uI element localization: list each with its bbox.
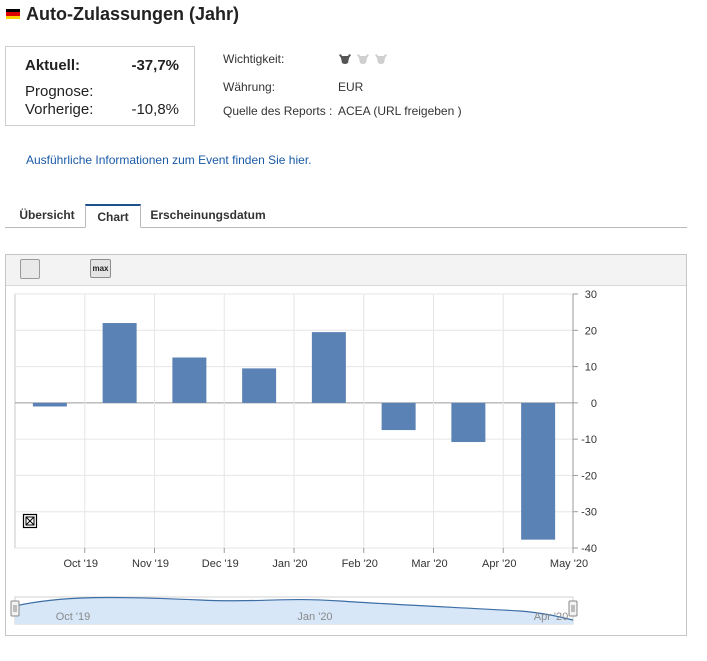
bar[interactable] <box>242 368 277 403</box>
chart-container <box>5 254 687 636</box>
bull-icons <box>339 54 387 64</box>
y-tick-label: 20 <box>585 325 597 337</box>
tab-overview[interactable]: Übersicht <box>19 208 75 222</box>
y-axis: 30 20 10 0 -10 -20 -30 -40 <box>572 289 597 555</box>
bar[interactable] <box>32 402 67 407</box>
x-tick-label: Feb '20 <box>342 558 378 570</box>
flag-stripe-red <box>6 12 20 16</box>
previous-label: Vorherige: <box>25 101 94 118</box>
bar[interactable] <box>451 402 486 443</box>
germany-flag-icon <box>6 9 20 19</box>
x-tick-label: Mar '20 <box>411 558 447 570</box>
bar[interactable] <box>311 332 346 403</box>
navigator-area <box>15 597 573 624</box>
chart-toolbar <box>6 255 686 286</box>
flag-stripe-gold <box>6 15 20 19</box>
y-tick-label: -30 <box>581 507 597 519</box>
summary-box <box>5 46 195 126</box>
navigator-line <box>14 596 574 621</box>
max-range-button[interactable]: max <box>90 259 111 278</box>
x-tick-label: Nov '19 <box>132 558 169 570</box>
navigator-label: Jan '20 <box>297 611 332 623</box>
source-value: ACEA (URL freigeben ) <box>338 104 462 118</box>
x-tick-label: Oct '19 <box>63 558 98 570</box>
bar[interactable] <box>102 323 137 403</box>
navigator-handle[interactable] <box>10 600 20 617</box>
chart-type-button[interactable] <box>20 259 40 279</box>
range-navigator[interactable]: Oct '19 Jan '20 Apr '20 <box>10 596 578 625</box>
y-tick-label: 10 <box>585 362 597 374</box>
bar[interactable] <box>521 402 556 540</box>
previous-value: -10,8% <box>131 101 179 118</box>
event-info-link[interactable]: Ausführliche Informationen zum Event fin… <box>26 153 312 167</box>
y-tick-label: -40 <box>581 543 597 555</box>
navigator-handle[interactable] <box>568 600 578 617</box>
tab-release-dates[interactable]: Erscheinungsdatum <box>150 208 266 222</box>
importance-label: Wichtigkeit: <box>223 52 285 66</box>
currency-label: Währung: <box>223 80 276 94</box>
tab-chart[interactable]: Chart <box>85 204 141 228</box>
y-tick-label: -10 <box>581 434 597 446</box>
source-label: Quelle des Reports : <box>223 104 333 118</box>
x-tick-label: May '20 <box>550 558 588 570</box>
flag-stripe-black <box>6 9 20 13</box>
x-tick-label: Apr '20 <box>482 558 517 570</box>
y-tick-label: 0 <box>591 398 597 410</box>
bar[interactable] <box>381 402 416 431</box>
x-tick-label: Dec '19 <box>202 558 239 570</box>
x-tick-label: Jan '20 <box>272 558 307 570</box>
x-axis: Oct '19 Nov '19 Dec '19 Jan '20 Feb '20 Mar '… <box>63 548 588 570</box>
importance-rating <box>338 52 394 66</box>
bar[interactable] <box>172 357 207 403</box>
chart-close-icon[interactable] <box>22 513 38 529</box>
bull-icon <box>375 54 387 64</box>
actual-value: -37,7% <box>131 57 179 74</box>
bull-icon <box>357 54 369 64</box>
navigator-label: Apr '20 <box>534 611 569 623</box>
y-tick-label: 30 <box>585 289 597 301</box>
actual-label: Aktuell: <box>25 57 81 74</box>
y-tick-label: -20 <box>581 470 597 482</box>
tabs-divider <box>5 227 687 228</box>
currency-value: EUR <box>338 80 364 94</box>
forecast-label: Prognose: <box>25 83 94 100</box>
page-title: Auto-Zulassungen (Jahr) <box>26 4 240 24</box>
bull-icon <box>339 54 351 64</box>
navigator-label: Oct '19 <box>56 611 91 623</box>
chart-bars <box>32 323 556 540</box>
